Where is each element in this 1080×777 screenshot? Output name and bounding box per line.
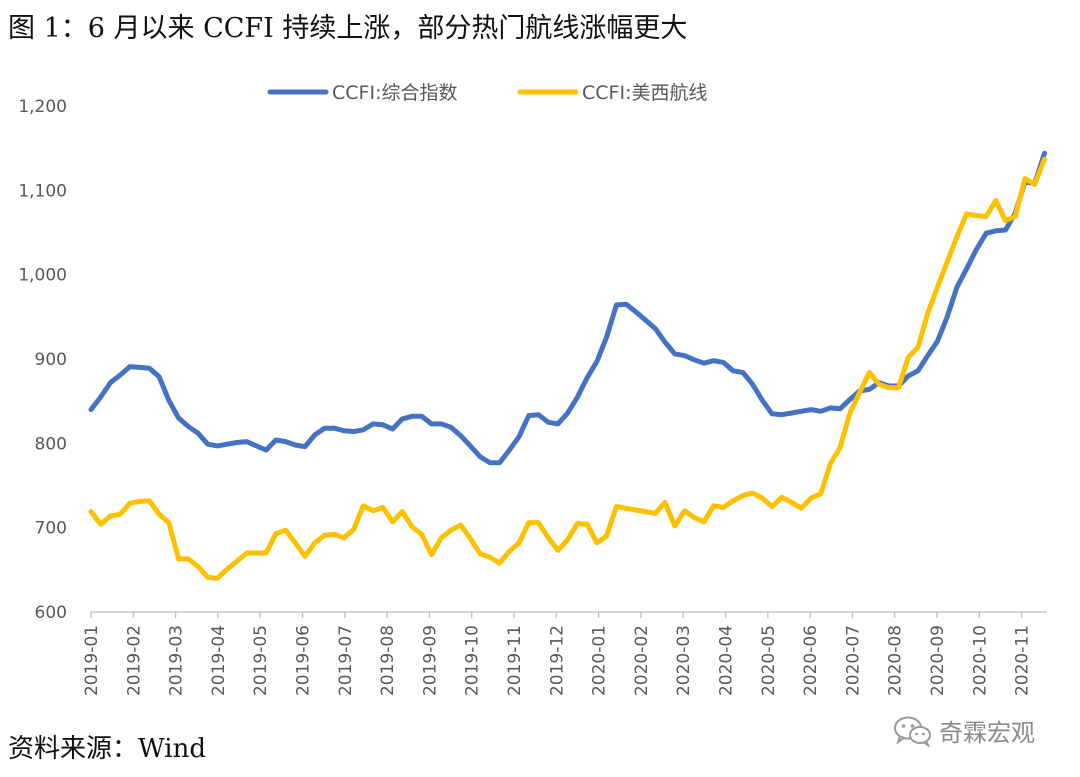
legend-label: CCFI:美西航线 bbox=[582, 82, 707, 104]
x-tick-label: 2019-08 bbox=[378, 625, 398, 696]
watermark: 奇霖宏观 bbox=[893, 713, 1035, 748]
x-tick-label: 2020-05 bbox=[759, 625, 779, 696]
x-tick-label: 2019-05 bbox=[251, 625, 271, 696]
x-axis: 2019-01 2019-02 2019-03 2019-04 2019-05 2019-… bbox=[82, 611, 1047, 696]
legend-label: CCFI:综合指数 bbox=[332, 82, 457, 104]
x-tick-label: 2020-04 bbox=[717, 625, 737, 696]
y-tick-label: 600 bbox=[35, 603, 67, 623]
y-tick-label: 800 bbox=[35, 434, 67, 454]
y-tick-label: 700 bbox=[35, 519, 67, 539]
x-tick-label: 2019-04 bbox=[209, 625, 229, 696]
x-tick-label: 2019-10 bbox=[463, 625, 483, 696]
chart-legend: CCFI:综合指数 CCFI:美西航线 bbox=[267, 82, 707, 104]
x-tick-label: 2020-10 bbox=[970, 625, 990, 696]
x-tick-label: 2020-07 bbox=[843, 625, 863, 696]
x-tick-label: 2019-12 bbox=[547, 625, 567, 696]
y-axis-tick-labels: 600 700 800 900 1,000 1,100 1,200 bbox=[18, 97, 67, 623]
watermark-text: 奇霖宏观 bbox=[939, 719, 1035, 747]
x-tick-label: 2019-11 bbox=[505, 625, 525, 696]
figure-title: 图 1：6 月以来 CCFI 持续上涨，部分热门航线涨幅更大 bbox=[8, 13, 688, 44]
series-lines bbox=[88, 150, 1047, 581]
y-tick-label: 1,200 bbox=[18, 97, 67, 117]
x-tick-label: 2020-11 bbox=[1013, 625, 1033, 696]
x-tick-label: 2020-08 bbox=[886, 625, 906, 696]
x-tick-label: 2020-02 bbox=[632, 625, 652, 696]
x-tick-label: 2019-06 bbox=[294, 625, 314, 696]
x-tick-label: 2020-03 bbox=[674, 625, 694, 696]
series-line-ccfi-us-west bbox=[88, 156, 1047, 581]
y-tick-label: 1,000 bbox=[18, 266, 67, 286]
x-tick-label: 2020-09 bbox=[928, 625, 948, 696]
x-tick-label: 2020-01 bbox=[590, 625, 610, 696]
x-tick-label: 2019-07 bbox=[336, 625, 356, 696]
source-note: 资料来源：Wind bbox=[8, 734, 206, 764]
x-tick-label: 2019-03 bbox=[167, 625, 187, 696]
series-line-ccfi-composite bbox=[88, 150, 1047, 466]
wechat-icon bbox=[894, 716, 931, 747]
y-tick-label: 1,100 bbox=[18, 181, 67, 201]
x-tick-label: 2020-06 bbox=[801, 625, 821, 696]
x-tick-label: 2019-01 bbox=[82, 625, 102, 696]
y-tick-label: 900 bbox=[35, 350, 67, 370]
x-tick-label: 2019-09 bbox=[420, 625, 440, 696]
x-tick-label: 2019-02 bbox=[124, 625, 144, 696]
